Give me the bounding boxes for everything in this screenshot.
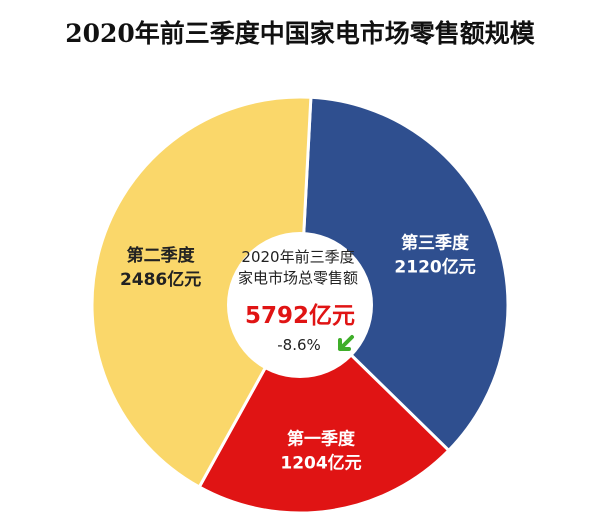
center-summary: 2020年前三季度 家电市场总零售额 5792亿元 -8.6%	[238, 248, 358, 354]
slice-label-q2: 第二季度	[127, 245, 196, 266]
chart-title: 2020年前三季度中国家电市场零售额规模	[65, 19, 535, 48]
slice-q1	[197, 302, 451, 515]
donut-hole	[227, 232, 373, 378]
center-change: -8.6%	[277, 336, 321, 354]
slice-value-q2: 2486亿元	[120, 269, 201, 290]
slice-label-q1: 第一季度	[287, 428, 356, 449]
slice-label-q3: 第三季度	[401, 232, 470, 253]
slice-value-q1: 1204亿元	[280, 452, 361, 473]
slice-value-q3: 2120亿元	[394, 256, 475, 277]
down-arrow-icon	[338, 335, 354, 351]
center-line1: 2020年前三季度	[241, 248, 354, 266]
center-line2: 家电市场总零售额	[238, 269, 358, 287]
donut-slices	[90, 95, 510, 515]
slice-q2	[90, 95, 313, 490]
center-total: 5792亿元	[245, 303, 355, 329]
slice-q3	[298, 95, 510, 453]
